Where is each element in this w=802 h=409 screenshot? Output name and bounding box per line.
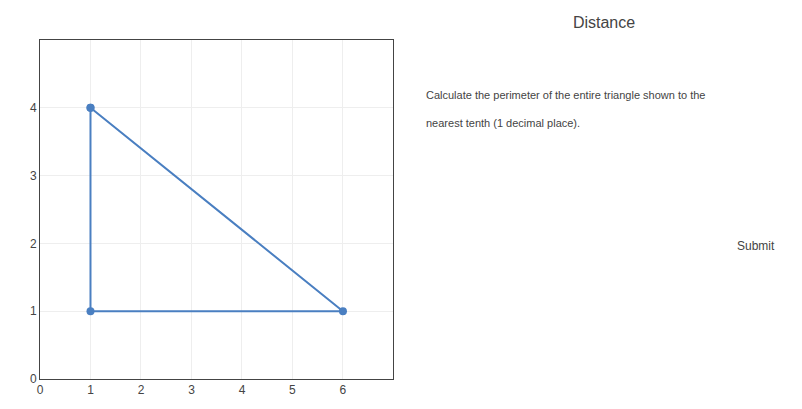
svg-text:4: 4 — [239, 383, 246, 397]
svg-text:nearest tenth (1 decimal place: nearest tenth (1 decimal place). — [426, 117, 580, 129]
svg-text:2: 2 — [30, 237, 37, 251]
svg-text:0: 0 — [37, 383, 44, 397]
svg-text:3: 3 — [188, 383, 195, 397]
svg-text:Submit: Submit — [737, 239, 775, 253]
svg-text:1: 1 — [30, 304, 37, 318]
svg-text:4: 4 — [30, 101, 37, 115]
svg-text:5: 5 — [289, 383, 296, 397]
svg-text:1: 1 — [87, 383, 94, 397]
svg-text:Calculate the perimeter of the: Calculate the perimeter of the entire tr… — [426, 89, 705, 101]
svg-text:2: 2 — [138, 383, 145, 397]
svg-text:6: 6 — [340, 383, 347, 397]
svg-text:0: 0 — [30, 372, 37, 386]
svg-text:Distance: Distance — [573, 14, 635, 31]
svg-text:3: 3 — [30, 169, 37, 183]
